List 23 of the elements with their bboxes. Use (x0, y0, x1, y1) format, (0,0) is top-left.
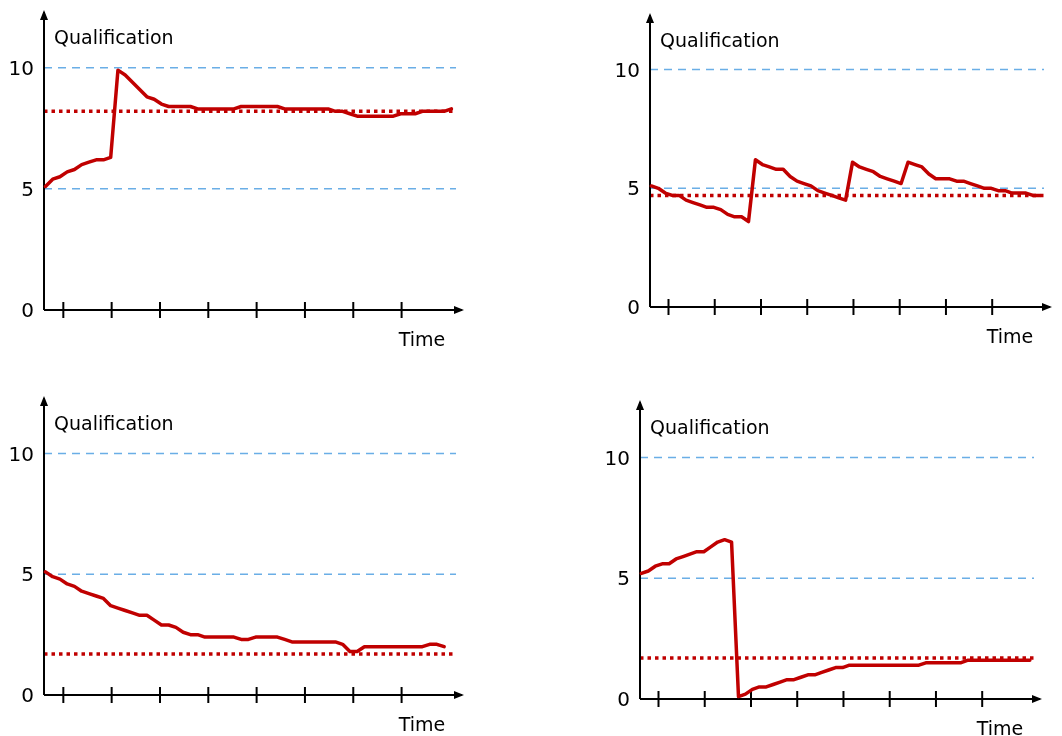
y-tick-label: 10 (8, 441, 34, 466)
x-axis-title: Time (397, 713, 446, 735)
y-axis-title: Qualification (650, 416, 770, 438)
y-tick-label: 5 (617, 566, 630, 591)
y-tick-label: 5 (21, 176, 34, 201)
y-tick-label: 0 (617, 687, 630, 711)
y-tick-label: 5 (627, 176, 640, 201)
x-axis-title: Time (975, 717, 1024, 736)
line-series (639, 537, 1032, 699)
y-tick-label: 0 (627, 295, 640, 319)
y-tick-label: 10 (8, 55, 34, 80)
line-series (649, 158, 1042, 224)
y-tick-label: 10 (604, 445, 630, 470)
y-tick-label: 10 (614, 57, 640, 82)
y-axis-title: Qualification (54, 26, 174, 48)
x-axis-title: Time (397, 328, 446, 350)
y-axis-title: Qualification (660, 29, 780, 51)
y-axis-title: Qualification (54, 412, 174, 434)
y-tick-label: 0 (21, 298, 34, 322)
x-axis-title: Time (985, 325, 1034, 347)
y-tick-label: 0 (21, 683, 34, 707)
y-tick-label: 5 (21, 562, 34, 587)
line-series (43, 68, 454, 189)
